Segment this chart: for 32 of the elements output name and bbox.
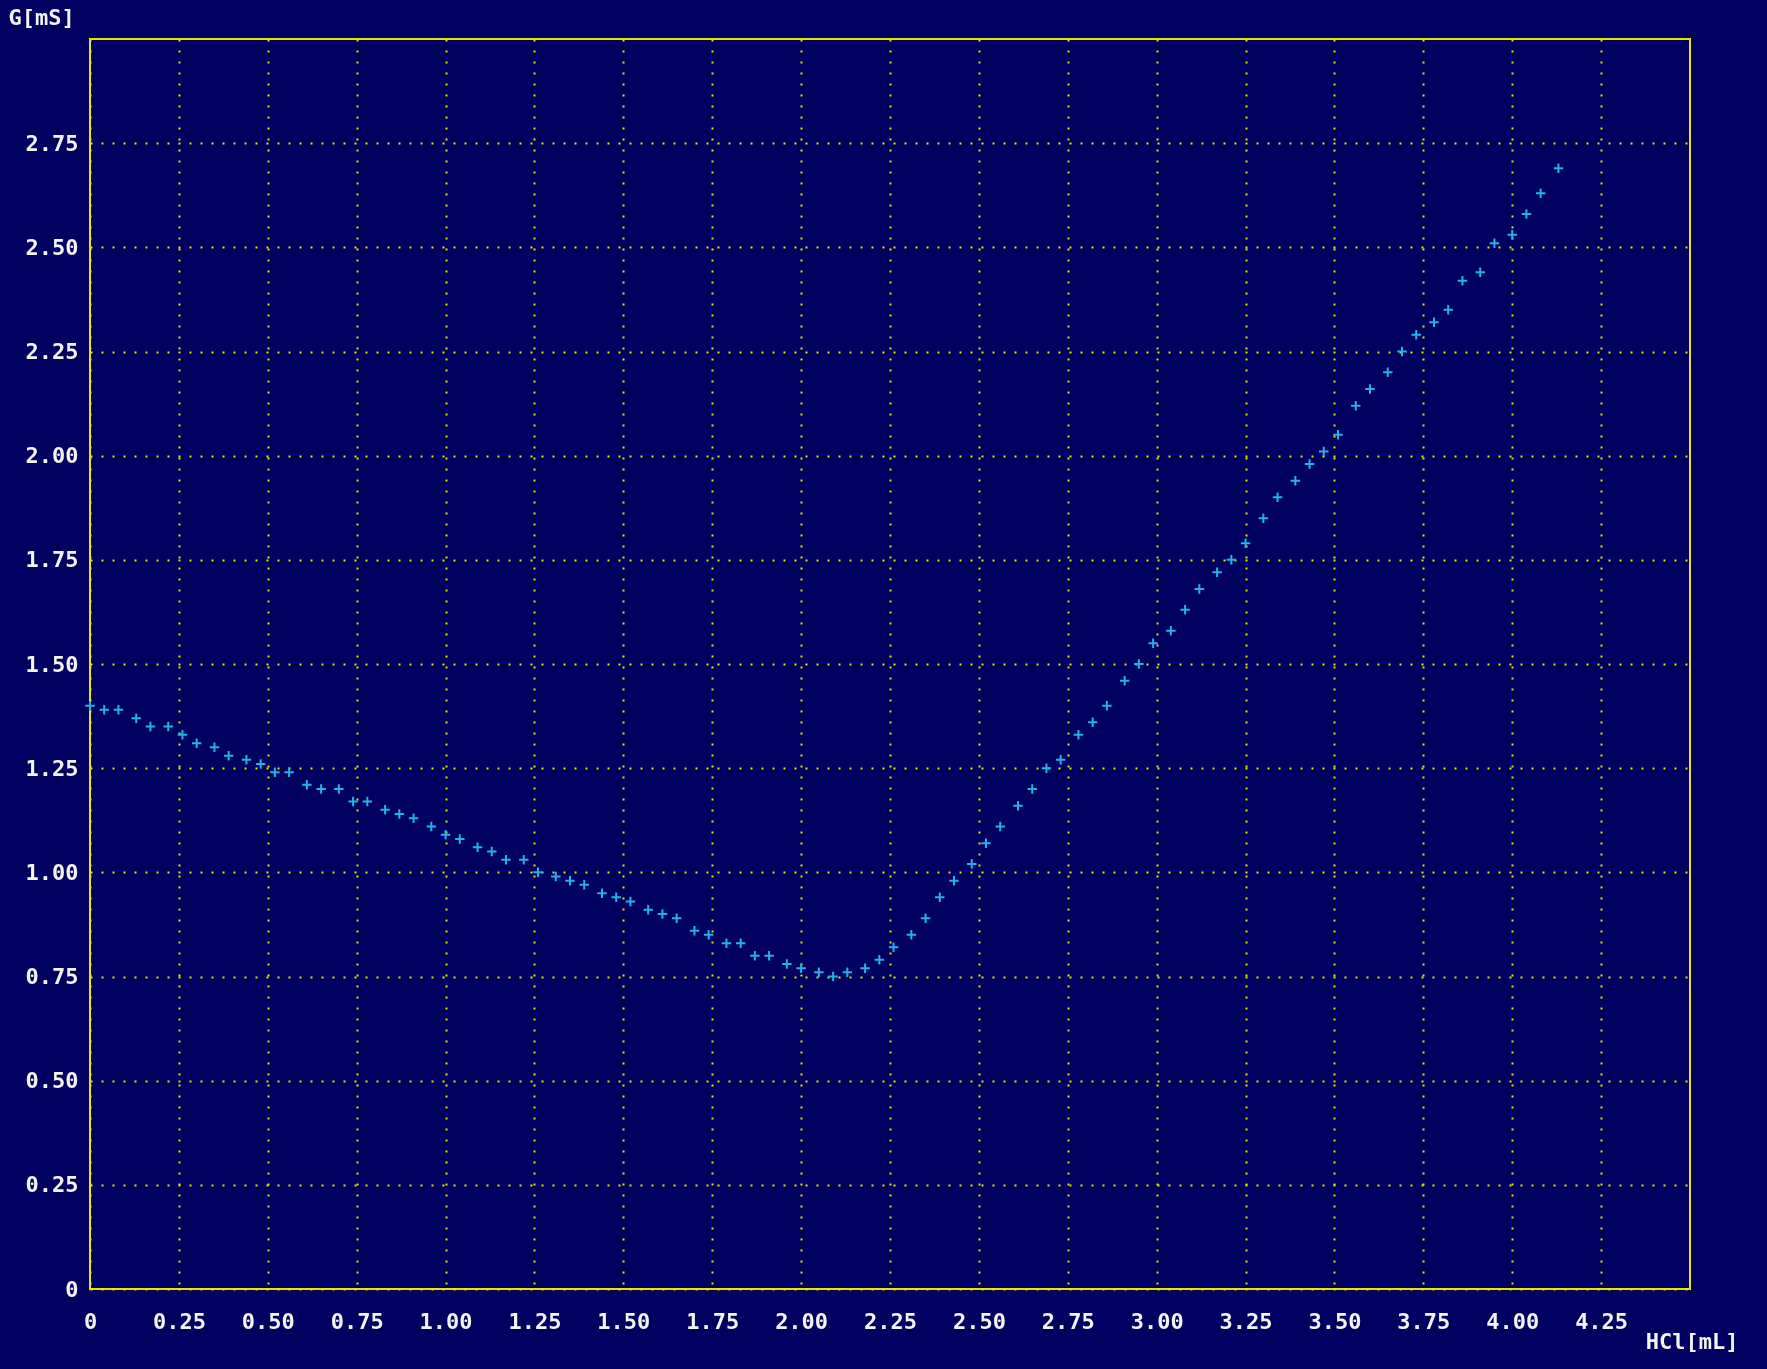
x-axis-title: HCl[mL]	[1645, 1328, 1739, 1354]
x-tick-label: 3.50	[1308, 1308, 1362, 1334]
y-tick-label: 1.00	[25, 859, 79, 885]
x-tick-label: 3.75	[1397, 1308, 1451, 1334]
x-tick-label: 1.25	[508, 1308, 562, 1334]
y-tick-label: 0.50	[25, 1068, 79, 1094]
x-tick-label: 2.00	[775, 1308, 829, 1334]
x-tick-label: 2.25	[864, 1308, 917, 1334]
y-tick-label: 0	[65, 1276, 79, 1302]
y-tick-label: 1.75	[25, 547, 79, 573]
y-tick-label: 2.50	[25, 234, 79, 260]
x-tick-label: 1.50	[597, 1308, 651, 1334]
y-tick-label: 2.25	[25, 339, 79, 364]
y-tick-label: 0.75	[25, 964, 79, 989]
x-tick-label: 2.50	[952, 1308, 1006, 1334]
x-tick-label: 0.50	[241, 1308, 295, 1334]
y-axis-title: G[mS]	[8, 4, 75, 30]
x-tick-label: 0.25	[152, 1308, 206, 1334]
x-tick-label: 3.25	[1219, 1308, 1273, 1334]
y-tick-label: 1.25	[25, 755, 79, 781]
y-tick-label: 2.00	[25, 443, 79, 469]
x-tick-label: 3.00	[1130, 1308, 1184, 1334]
y-tick-label: 2.75	[25, 130, 79, 156]
x-tick-label: 1.75	[686, 1308, 740, 1334]
y-tick-label: 0.25	[25, 1172, 79, 1198]
x-tick-label: 4.25	[1575, 1308, 1629, 1334]
x-tick-label: 1.00	[419, 1308, 473, 1334]
y-tick-label: 1.50	[25, 651, 79, 677]
x-tick-label: 0	[83, 1308, 98, 1334]
x-tick-label: 4.00	[1486, 1308, 1540, 1334]
x-tick-label: 0.75	[330, 1308, 384, 1334]
x-tick-label: 2.75	[1041, 1308, 1095, 1334]
